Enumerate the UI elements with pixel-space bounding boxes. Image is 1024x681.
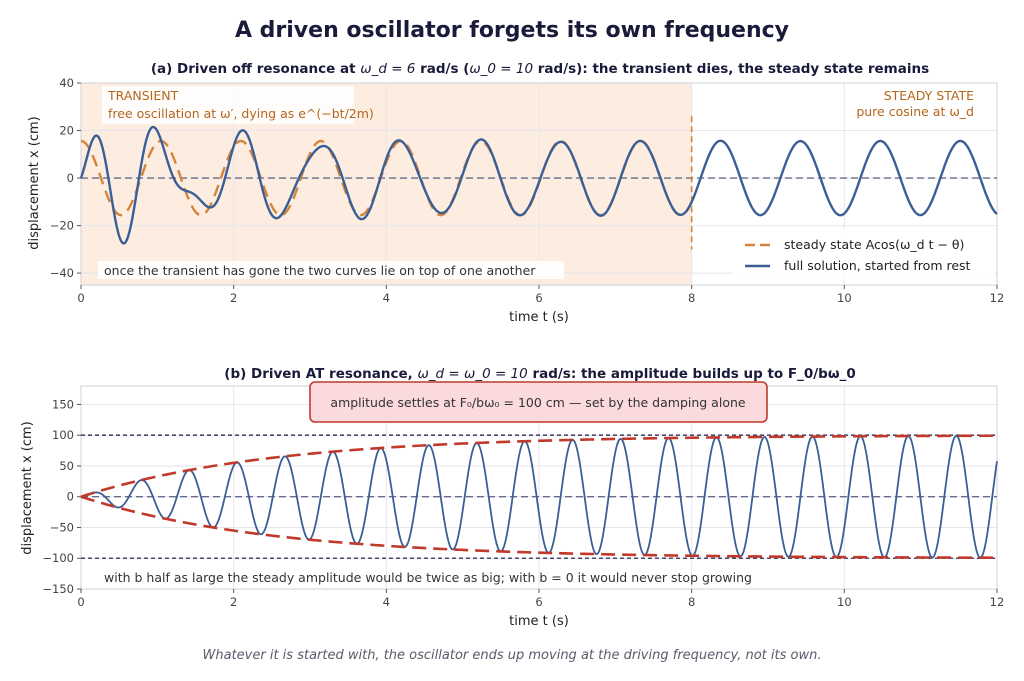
transient-label-title: TRANSIENT xyxy=(107,88,179,103)
panel-b-ylabel: displacement x (cm) xyxy=(20,421,35,555)
y-tick-label: 150 xyxy=(52,397,74,411)
x-tick-label: 0 xyxy=(77,291,84,305)
y-tick-label: −100 xyxy=(42,551,74,565)
x-tick-label: 0 xyxy=(77,595,84,609)
x-tick-label: 2 xyxy=(230,291,237,305)
lower-envelope-curve xyxy=(80,495,998,560)
y-tick-label: 20 xyxy=(59,124,74,138)
y-tick-label: −50 xyxy=(50,520,74,534)
x-tick-label: 6 xyxy=(535,595,542,609)
x-tick-label: 10 xyxy=(837,595,852,609)
figure-title: A driven oscillator forgets its own freq… xyxy=(235,18,789,43)
x-tick-label: 8 xyxy=(688,291,695,305)
panel-a-xlabel: time t (s) xyxy=(509,310,569,325)
panel-a: (a) Driven off resonance at ω_d = 6 rad/… xyxy=(27,61,1004,325)
x-tick-label: 12 xyxy=(990,291,1005,305)
y-tick-label: 50 xyxy=(59,459,74,473)
y-tick-label: −20 xyxy=(50,219,74,233)
panel-a-y-ticks: −40 −20 0 20 40 xyxy=(50,76,81,280)
panel-a-ylabel: displacement x (cm) xyxy=(27,116,42,250)
panel-a-title: (a) Driven off resonance at ω_d = 6 rad/… xyxy=(151,61,929,77)
transient-label-sub: free oscillation at ω′, dying as e^(−bt/… xyxy=(108,106,374,121)
x-tick-label: 6 xyxy=(535,291,542,305)
y-tick-label: 0 xyxy=(67,171,74,185)
panel-b-y-ticks: −150 −100 −50 0 50 100 150 xyxy=(42,397,81,596)
panel-b-title: (b) Driven AT resonance, ω_d = ω_0 = 10 … xyxy=(224,366,855,382)
footnote: Whatever it is started with, the oscilla… xyxy=(203,648,822,663)
panel-a-annotation-text: once the transient has gone the two curv… xyxy=(104,263,536,278)
x-tick-label: 2 xyxy=(230,595,237,609)
steady-label: STEADY STATE pure cosine at ω_d xyxy=(856,88,974,119)
panel-b-xlabel: time t (s) xyxy=(509,614,569,629)
steady-label-title: STEADY STATE xyxy=(884,88,974,103)
y-tick-label: −40 xyxy=(50,266,74,280)
panel-a-annotation: once the transient has gone the two curv… xyxy=(98,261,564,279)
response-curve xyxy=(80,434,998,559)
panel-b-x-ticks: 0 2 4 6 8 10 12 xyxy=(77,589,1004,609)
x-tick-label: 4 xyxy=(383,595,390,609)
legend-full-label: full solution, started from rest xyxy=(784,258,971,273)
panel-a-legend: steady state Acos(ω_d t − θ) full soluti… xyxy=(733,229,995,279)
y-tick-label: −150 xyxy=(42,582,74,596)
y-tick-label: 100 xyxy=(52,428,74,442)
y-tick-label: 40 xyxy=(59,76,74,90)
steady-label-sub: pure cosine at ω_d xyxy=(856,104,974,119)
amplitude-box-text: amplitude settles at F₀/bω₀ = 100 cm — s… xyxy=(330,395,745,410)
x-tick-label: 12 xyxy=(990,595,1005,609)
transient-label: TRANSIENT free oscillation at ω′, dying … xyxy=(102,86,374,124)
panel-b-annotation-text: with b half as large the steady amplitud… xyxy=(104,570,752,585)
full-solution-curve xyxy=(79,125,998,245)
x-tick-label: 10 xyxy=(837,291,852,305)
amplitude-box: amplitude settles at F₀/bω₀ = 100 cm — s… xyxy=(309,381,768,423)
x-tick-label: 4 xyxy=(383,291,390,305)
y-tick-label: 0 xyxy=(67,490,74,504)
upper-envelope-curve xyxy=(80,434,997,498)
panel-b: (b) Driven AT resonance, ω_d = ω_0 = 10 … xyxy=(20,366,1004,629)
x-tick-label: 8 xyxy=(688,595,695,609)
legend-steady-label: steady state Acos(ω_d t − θ) xyxy=(784,237,964,252)
panel-a-x-ticks: 0 2 4 6 8 10 12 xyxy=(77,285,1004,305)
